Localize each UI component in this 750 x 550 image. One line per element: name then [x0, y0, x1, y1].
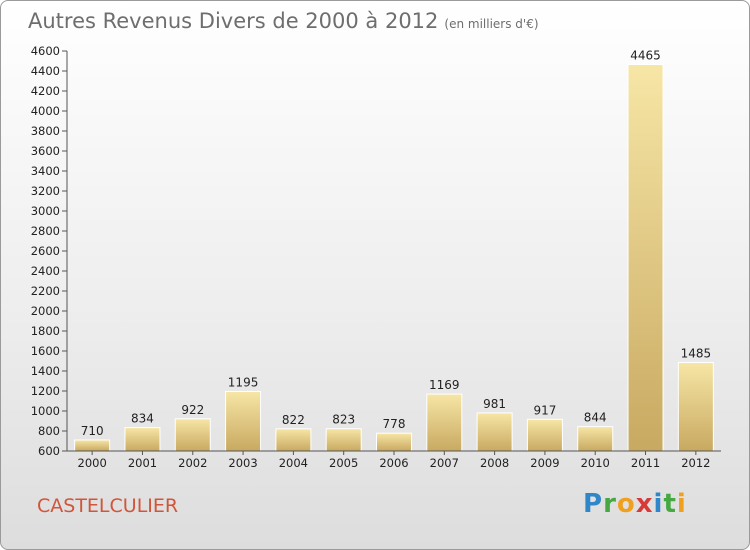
y-tick-label: 3600 [31, 144, 60, 158]
bar [526, 418, 563, 452]
data-label: 981 [483, 397, 506, 411]
x-tick-label: 2003 [228, 456, 257, 470]
data-label: 1485 [681, 347, 712, 361]
bar [174, 418, 211, 452]
y-tick-label: 2200 [31, 284, 60, 298]
data-label: 823 [332, 413, 355, 427]
y-tick-label: 600 [38, 444, 60, 458]
data-label: 844 [584, 411, 607, 425]
bar [124, 427, 161, 452]
x-tick-label: 2005 [329, 456, 358, 470]
y-tick-label: 2400 [31, 264, 60, 278]
bar [376, 432, 412, 452]
y-tick-label: 2000 [31, 304, 60, 318]
logo-letter: i [653, 489, 664, 519]
bar [74, 439, 111, 452]
y-tick-label: 2600 [31, 244, 60, 258]
y-tick-label: 3800 [31, 124, 60, 138]
y-tick-label: 1800 [31, 324, 60, 338]
chart-title-text: Autres Revenus Divers de 2000 à 2012 [28, 9, 439, 33]
data-label: 917 [533, 403, 556, 417]
bar [627, 64, 664, 452]
x-tick-label: 2012 [681, 456, 710, 470]
x-axis: 2000 2001 2002 2003 2004 2005 2006 2007 2008 2009… [67, 450, 721, 470]
data-label: 1195 [228, 376, 259, 390]
y-tick-label: 1200 [31, 384, 60, 398]
x-tick-label: 2007 [430, 456, 459, 470]
y-tick-label: 1000 [31, 404, 60, 418]
logo-letter: r [603, 489, 617, 519]
x-tick-label: 2004 [279, 456, 308, 470]
bar [577, 426, 614, 452]
data-label: 4465 [630, 49, 661, 63]
data-label: 922 [181, 403, 204, 417]
y-tick-label: 1400 [31, 364, 60, 378]
logo-letter: P [583, 489, 604, 519]
y-tick-label: 3200 [31, 184, 60, 198]
bar [677, 362, 714, 452]
x-tick-label: 2011 [631, 456, 660, 470]
x-tick-label: 2009 [530, 456, 559, 470]
bar [325, 428, 362, 452]
data-label: 822 [282, 413, 305, 427]
y-axis: 600 800 1000 1200 1400 1600 1800 2000 2200 2400 26… [31, 44, 68, 458]
bar [426, 393, 463, 452]
bar [275, 428, 312, 452]
y-tick-label: 4000 [31, 104, 60, 118]
logo-letter: o [616, 489, 636, 519]
bar [225, 391, 262, 452]
y-tick-label: 4600 [31, 44, 60, 58]
place-name: CASTELCULIER [37, 495, 179, 517]
x-tick-label: 2001 [128, 456, 157, 470]
y-tick-label: 4400 [31, 64, 60, 78]
y-tick-label: 2800 [31, 224, 60, 238]
logo-letter: x [635, 489, 654, 519]
data-label: 834 [131, 412, 154, 426]
y-tick-label: 1600 [31, 344, 60, 358]
x-tick-label: 2002 [178, 456, 207, 470]
bars-group: 710 834 922 1195 822 823 778 1169 981 917 844 4465 1… [74, 49, 714, 452]
x-tick-label: 2008 [480, 456, 509, 470]
logo-letter: t [663, 489, 677, 519]
chart-title: Autres Revenus Divers de 2000 à 2012 (en … [28, 9, 539, 33]
x-tick-label: 2010 [581, 456, 610, 470]
x-tick-label: 2006 [379, 456, 408, 470]
y-tick-label: 3400 [31, 164, 60, 178]
data-label: 778 [383, 417, 406, 431]
logo-letter: i [676, 489, 687, 519]
y-tick-label: 4200 [31, 84, 60, 98]
data-label: 710 [81, 424, 104, 438]
data-label: 1169 [429, 378, 460, 392]
y-tick-label: 800 [38, 424, 60, 438]
y-tick-label: 3000 [31, 204, 60, 218]
x-tick-label: 2000 [78, 456, 107, 470]
chart-unit-note: (en milliers d'€) [444, 17, 539, 31]
bar [476, 412, 513, 452]
proxiti-logo: Proxiti [583, 489, 687, 519]
